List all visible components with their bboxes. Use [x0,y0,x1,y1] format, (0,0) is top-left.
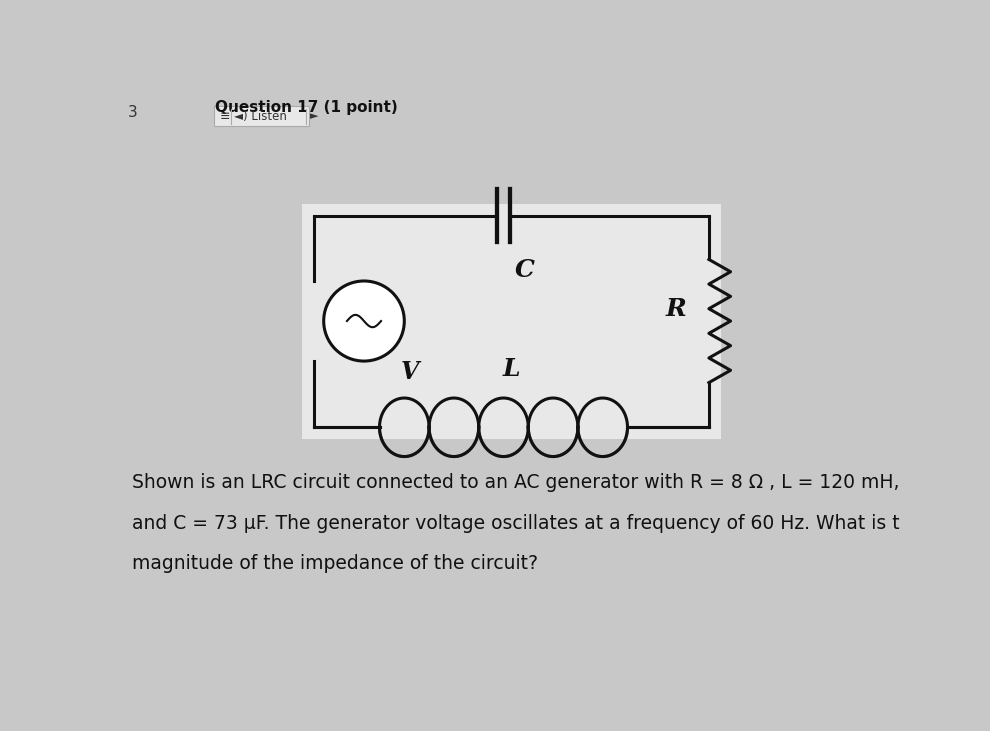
Text: and C = 73 μF. The generator voltage oscillates at a frequency of 60 Hz. What is: and C = 73 μF. The generator voltage osc… [132,514,899,532]
Text: ≡: ≡ [220,110,230,123]
Text: Shown is an LRC circuit connected to an AC generator with R = 8 Ω , L = 120 mH,: Shown is an LRC circuit connected to an … [132,474,899,493]
Text: V: V [400,360,419,384]
Text: magnitude of the impedance of the circuit?: magnitude of the impedance of the circui… [132,553,538,572]
Text: C: C [515,258,536,282]
Text: 3: 3 [128,105,138,121]
Text: Question 17 (1 point): Question 17 (1 point) [215,100,398,115]
FancyBboxPatch shape [215,106,309,126]
Text: L: L [503,357,520,381]
FancyBboxPatch shape [302,204,721,439]
Text: ◄) Listen: ◄) Listen [234,110,287,123]
Text: R: R [666,298,687,322]
Text: ►: ► [310,111,318,121]
Circle shape [324,281,404,361]
